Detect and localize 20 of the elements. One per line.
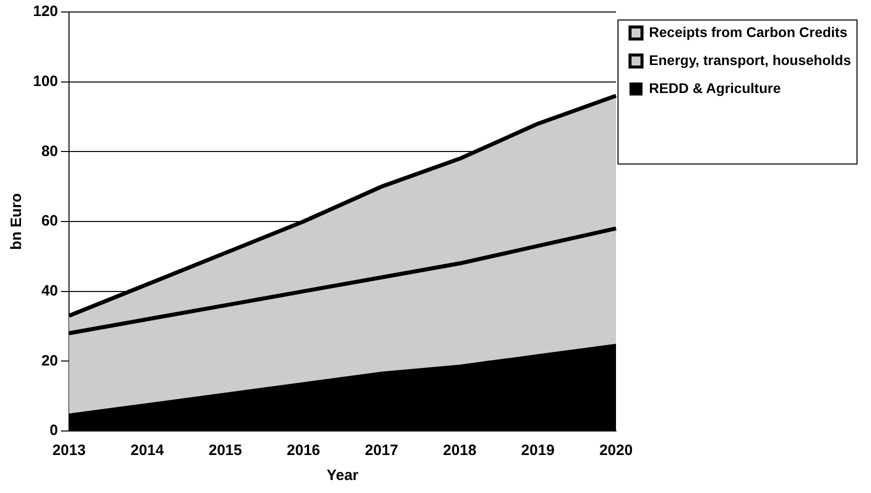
legend-label: Energy, transport, households bbox=[649, 52, 852, 68]
y-tick-label: 80 bbox=[41, 142, 58, 160]
x-tick-label: 2019 bbox=[521, 442, 555, 460]
x-tick-label: 2018 bbox=[443, 442, 476, 460]
x-tick-label: 2013 bbox=[52, 442, 86, 460]
y-tick-label: 0 bbox=[50, 422, 58, 440]
y-tick-label: 100 bbox=[32, 72, 58, 90]
x-tick-label: 2020 bbox=[599, 442, 633, 460]
legend-label: Receipts from Carbon Credits bbox=[649, 24, 848, 40]
y-tick-label: 40 bbox=[41, 282, 58, 300]
y-tick-label: 120 bbox=[32, 3, 58, 20]
x-axis-title: Year bbox=[326, 467, 359, 484]
x-tick-label: 2015 bbox=[208, 442, 242, 460]
legend-label: REDD & Agriculture bbox=[649, 80, 781, 96]
x-tick-label: 2014 bbox=[130, 442, 165, 460]
y-axis-title: bn Euro bbox=[8, 193, 26, 250]
y-tick-label: 60 bbox=[41, 212, 58, 230]
y-tick-label: 20 bbox=[41, 352, 58, 370]
x-tick-label: 2017 bbox=[364, 442, 398, 460]
x-tick-label: 2016 bbox=[286, 442, 320, 460]
